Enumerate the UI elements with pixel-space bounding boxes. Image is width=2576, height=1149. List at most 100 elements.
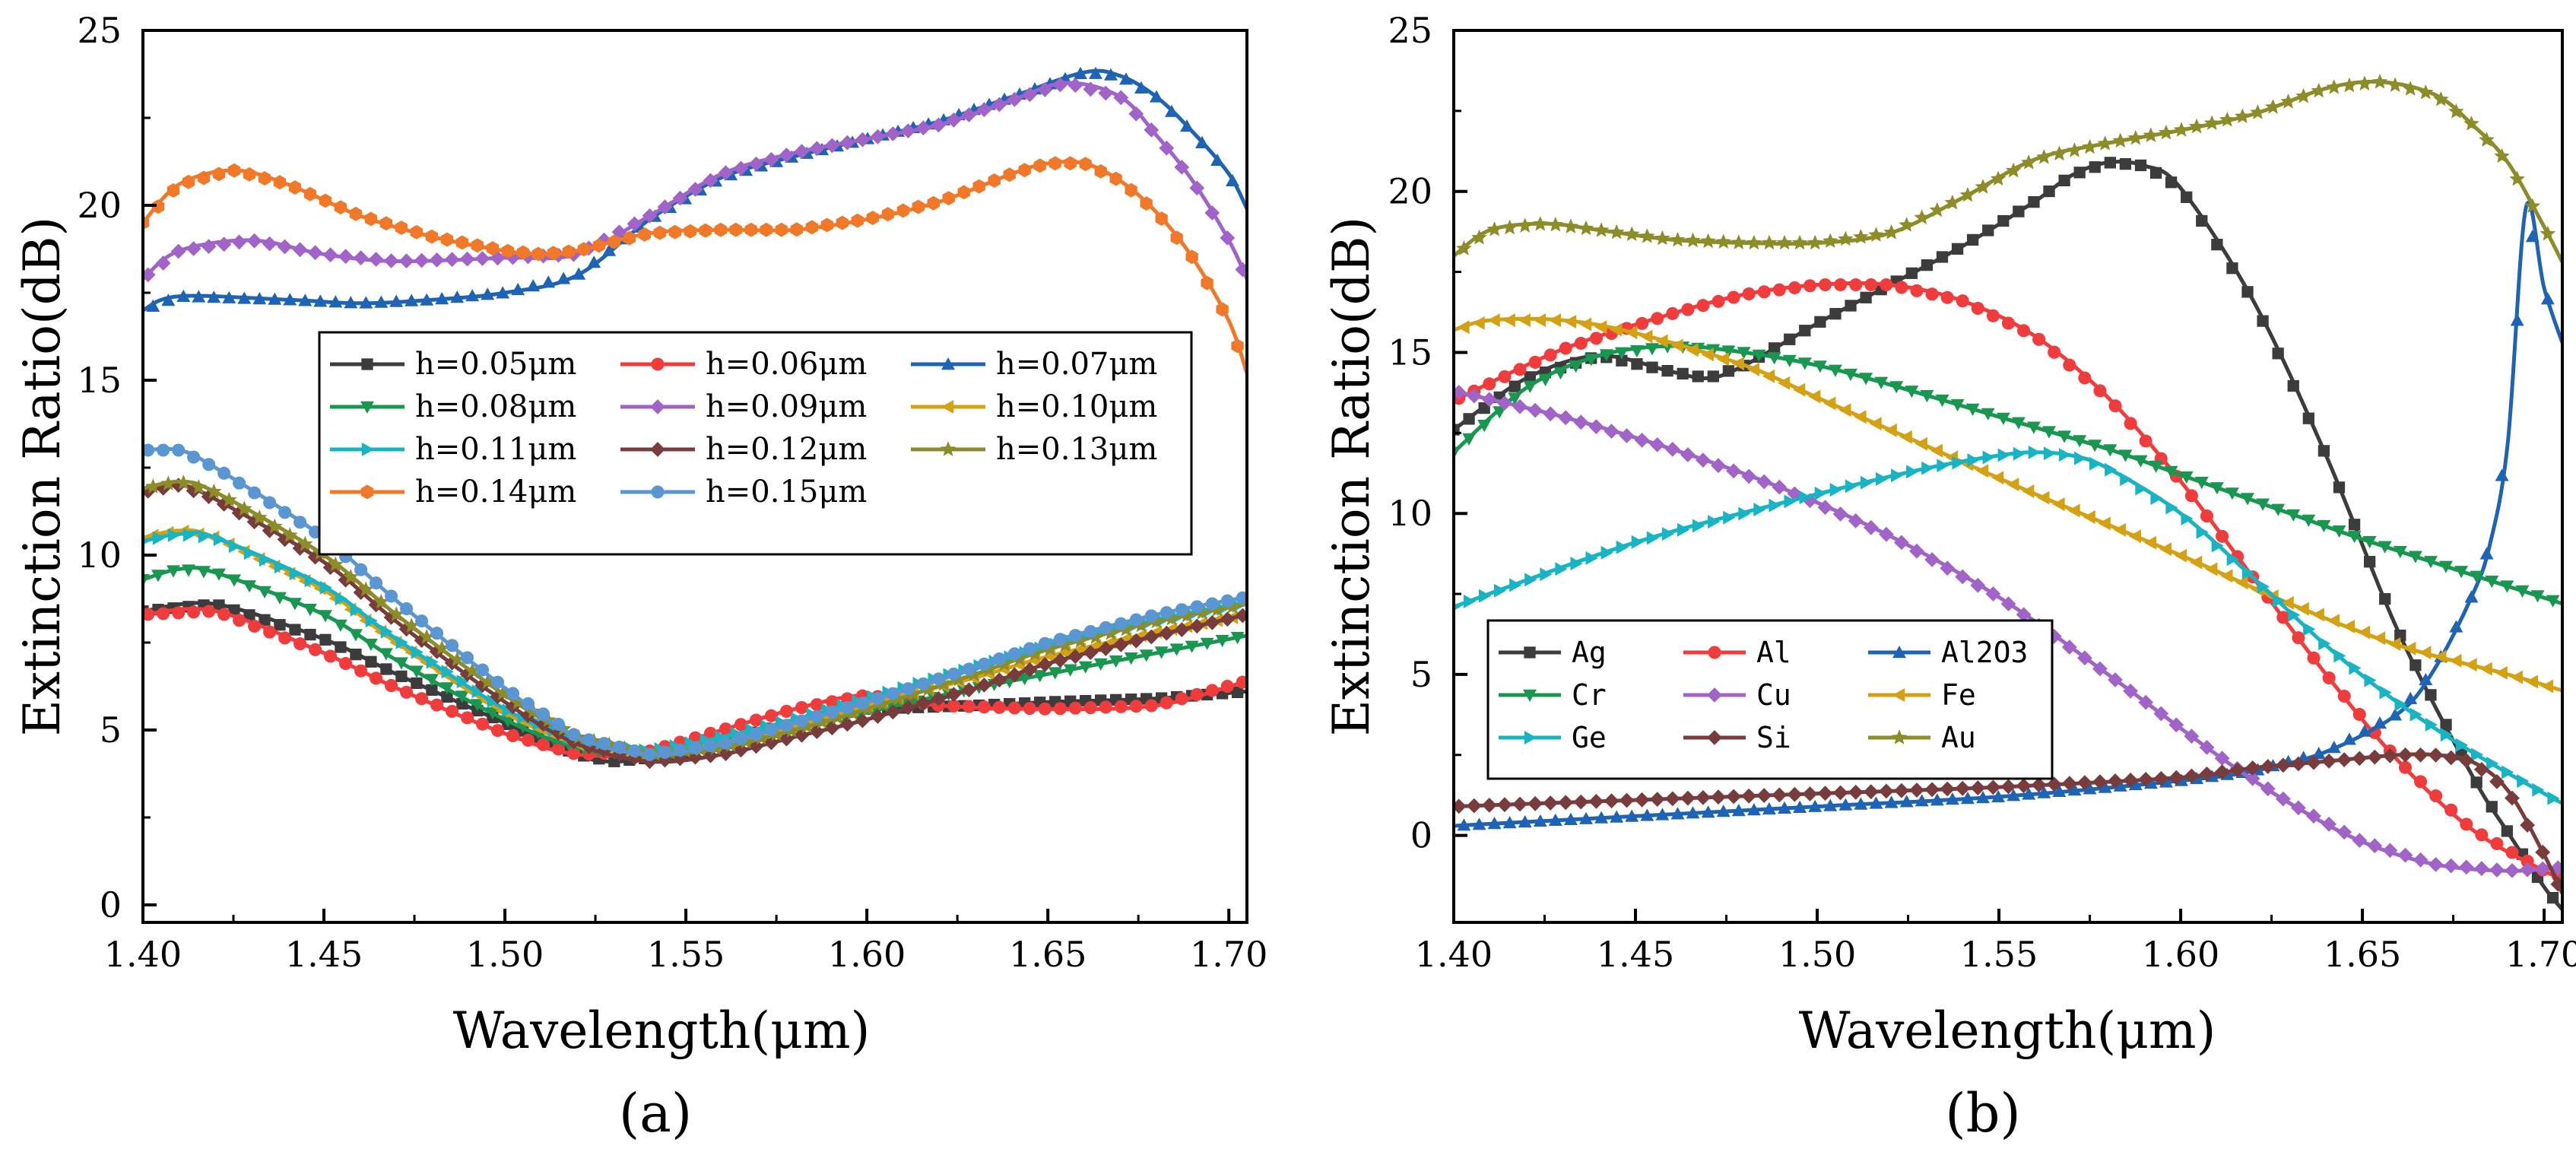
- series-marker: [440, 232, 454, 247]
- series-marker: [1457, 320, 1470, 335]
- series-marker: [289, 567, 302, 581]
- series-marker: [1037, 82, 1053, 97]
- series-marker: [1635, 316, 1649, 330]
- series-marker: [1037, 657, 1053, 672]
- legend-swatch-marker: [650, 442, 665, 457]
- series-marker: [157, 443, 170, 457]
- series-marker: [1708, 515, 1721, 529]
- series-marker: [1670, 338, 1683, 353]
- series-marker: [411, 645, 424, 659]
- series-marker: [794, 144, 810, 160]
- series-marker: [1563, 812, 1578, 825]
- series-marker: [1726, 463, 1741, 479]
- legend-swatch-marker: [651, 357, 665, 371]
- series-marker: [1523, 380, 1537, 393]
- legend-item: Al2O3: [1868, 636, 2028, 669]
- series-marker: [2364, 673, 2377, 687]
- series-marker: [252, 292, 267, 305]
- series-marker: [1909, 543, 1924, 559]
- series-marker: [2260, 759, 2276, 774]
- series-marker: [182, 528, 195, 542]
- series-marker: [1063, 664, 1077, 677]
- series-marker: [2286, 509, 2301, 522]
- y-tick-label: 25: [1388, 10, 1432, 51]
- series-marker: [657, 199, 673, 215]
- series-marker: [718, 746, 734, 761]
- series-marker: [287, 598, 302, 611]
- series-marker: [1600, 545, 1613, 560]
- series-marker: [1991, 471, 2004, 485]
- series-marker: [2489, 862, 2505, 878]
- series-marker: [1216, 302, 1229, 317]
- x-tick-label: 1.65: [2324, 934, 2401, 975]
- series-marker: [1099, 700, 1112, 714]
- series-marker: [2181, 191, 2193, 204]
- series-marker: [1068, 78, 1083, 94]
- series-marker: [820, 217, 833, 233]
- series-marker: [2077, 650, 2092, 666]
- series-marker: [748, 156, 764, 172]
- series-marker: [1194, 605, 1210, 620]
- series-marker: [228, 539, 241, 554]
- series-marker: [248, 619, 262, 633]
- series-marker: [718, 165, 734, 181]
- series-marker: [2067, 142, 2083, 157]
- series-marker: [227, 574, 241, 587]
- series-marker: [2494, 148, 2510, 163]
- series-marker: [1854, 797, 1868, 810]
- series-marker: [252, 509, 268, 525]
- series-marker: [715, 730, 728, 744]
- series-marker: [201, 239, 217, 254]
- series-marker: [243, 580, 256, 593]
- series-marker: [2409, 659, 2422, 671]
- series-marker: [1109, 171, 1122, 186]
- series-marker: [333, 619, 347, 632]
- series-marker: [896, 203, 909, 218]
- series-marker: [1712, 294, 1725, 308]
- series-marker: [2425, 689, 2437, 701]
- series-marker: [2470, 570, 2484, 583]
- y-tick-label: 15: [1388, 332, 1432, 373]
- series-marker: [233, 614, 246, 627]
- series-marker: [395, 221, 408, 235]
- series-marker: [763, 151, 779, 167]
- series-marker: [1940, 290, 1954, 304]
- series-marker: [202, 605, 216, 618]
- series-marker: [1022, 662, 1038, 678]
- series-marker: [176, 475, 192, 490]
- legend-item: Au: [1868, 721, 1976, 754]
- series-marker: [1477, 420, 1492, 433]
- series-marker: [1472, 817, 1486, 830]
- legend-item: Al: [1683, 636, 1791, 669]
- series-marker: [1144, 629, 1160, 645]
- series-marker: [506, 729, 520, 743]
- series-marker: [383, 253, 399, 268]
- series-marker: [1696, 452, 1711, 468]
- series-marker: [658, 745, 672, 759]
- series-marker: [1144, 609, 1158, 623]
- series-marker: [2454, 566, 2469, 579]
- series-marker: [1150, 90, 1163, 103]
- series-marker: [592, 238, 605, 253]
- series-marker: [1844, 368, 1857, 382]
- series-marker: [2550, 876, 2562, 892]
- series-marker: [143, 215, 150, 230]
- series-marker: [1616, 540, 1629, 554]
- series-marker: [2078, 371, 2092, 385]
- series-marker: [1190, 600, 1204, 614]
- series-marker: [627, 744, 642, 757]
- series-marker: [354, 664, 368, 678]
- series-marker: [687, 182, 703, 197]
- series-marker: [2150, 491, 2163, 505]
- series-marker: [1845, 479, 1857, 494]
- series-marker: [1481, 392, 1497, 408]
- series-marker: [2302, 412, 2314, 424]
- series-marker: [415, 692, 429, 706]
- series-marker: [996, 655, 1013, 671]
- legend-swatch-marker: [1707, 730, 1722, 745]
- series-marker: [1793, 382, 1806, 397]
- series-marker: [2022, 484, 2035, 498]
- series-marker: [2181, 512, 2194, 525]
- series-marker: [1481, 798, 1497, 813]
- series-marker: [2402, 81, 2419, 96]
